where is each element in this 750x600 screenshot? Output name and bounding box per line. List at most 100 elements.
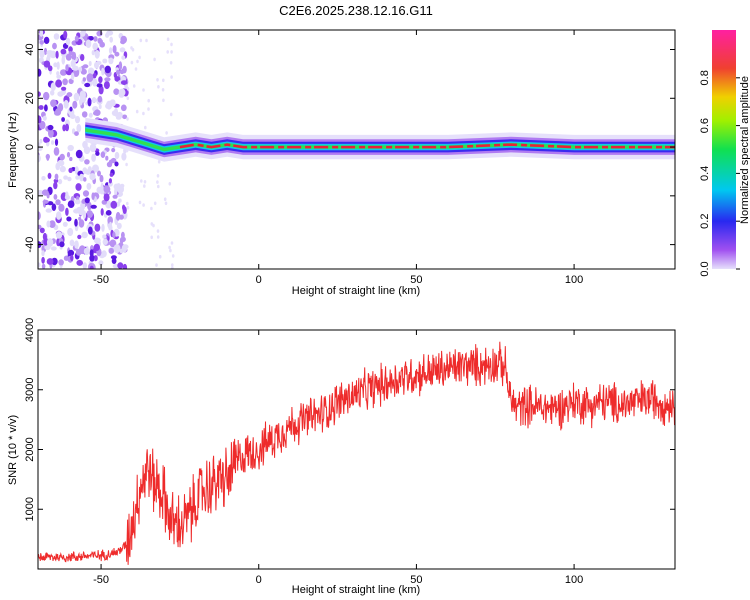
noise-speckle bbox=[96, 30, 103, 37]
noise-speckle bbox=[82, 190, 90, 197]
noise-speckle bbox=[113, 244, 121, 254]
x-tick-label: -50 bbox=[93, 574, 109, 586]
noise-speckle bbox=[171, 263, 174, 267]
noise-speckle bbox=[51, 140, 55, 145]
noise-speckle bbox=[70, 254, 74, 261]
noise-speckle bbox=[69, 114, 76, 119]
noise-speckle bbox=[155, 263, 158, 267]
noise-speckle bbox=[49, 220, 56, 229]
y-tick-label: 1000 bbox=[24, 497, 36, 521]
noise-speckle bbox=[67, 249, 75, 256]
noise-speckle bbox=[120, 39, 126, 45]
figure-title: C2E6.2025.238.12.16.G11 bbox=[279, 3, 433, 18]
noise-speckle bbox=[170, 241, 174, 245]
noise-speckle bbox=[156, 180, 159, 184]
x-tick-label: 0 bbox=[256, 574, 262, 586]
noise-speckle bbox=[138, 200, 142, 205]
snr-x-ticks: -50 0 50 100 bbox=[93, 330, 583, 586]
noise-speckle bbox=[126, 201, 129, 206]
noise-speckle bbox=[157, 159, 161, 164]
x-tick-label: 100 bbox=[565, 274, 583, 286]
noise-speckle bbox=[65, 37, 71, 46]
noise-speckle bbox=[116, 111, 123, 119]
noise-speckle bbox=[77, 234, 82, 240]
noise-speckle bbox=[150, 222, 154, 226]
noise-speckle bbox=[61, 86, 67, 91]
ridge-green bbox=[85, 128, 675, 152]
noise-speckle bbox=[135, 109, 139, 114]
noise-speckle bbox=[47, 65, 53, 72]
noise-speckle bbox=[114, 51, 120, 57]
noise-speckle bbox=[72, 100, 78, 109]
noise-speckle bbox=[65, 207, 69, 216]
noise-speckle bbox=[108, 159, 113, 165]
noise-speckle bbox=[60, 69, 67, 76]
noise-speckle bbox=[158, 254, 162, 259]
noise-speckle bbox=[118, 88, 126, 97]
ridge-core bbox=[179, 143, 675, 149]
noise-speckle bbox=[43, 91, 50, 101]
noise-speckle bbox=[98, 104, 102, 109]
noise-speckle bbox=[43, 237, 49, 246]
noise-speckle bbox=[142, 88, 145, 92]
noise-speckle bbox=[78, 219, 85, 228]
noise-speckle bbox=[125, 162, 128, 167]
noise-speckle bbox=[94, 61, 99, 69]
noise-speckle bbox=[108, 47, 113, 54]
noise-speckle bbox=[108, 221, 113, 230]
noise-speckle bbox=[89, 173, 96, 181]
noise-speckle bbox=[169, 248, 172, 253]
noise-speckle bbox=[50, 246, 57, 251]
noise-speckle bbox=[93, 111, 99, 116]
noise-speckle bbox=[62, 78, 68, 86]
noise-speckle bbox=[166, 50, 169, 54]
noise-speckle bbox=[38, 154, 41, 163]
spectrogram-panel: -50 0 50 100 -40 -20 0 20 40 Height of straight… bbox=[7, 29, 676, 297]
noise-speckle bbox=[143, 180, 147, 184]
noise-speckle bbox=[74, 35, 79, 42]
noise-speckle bbox=[156, 235, 160, 239]
snr-y-ticks: 1000 2000 3000 4000 bbox=[24, 318, 675, 521]
noise-speckle bbox=[38, 262, 41, 268]
colorbar-tick-label: 0.4 bbox=[699, 166, 711, 181]
noise-speckle bbox=[120, 80, 128, 85]
noise-speckle bbox=[76, 124, 82, 133]
noise-speckle bbox=[75, 175, 80, 180]
noise-speckle bbox=[65, 123, 69, 132]
y-tick-label: -20 bbox=[24, 188, 36, 204]
noise-speckle bbox=[98, 76, 103, 84]
noise-speckle bbox=[47, 172, 52, 179]
noise-speckle bbox=[86, 73, 94, 82]
spectrogram-x-label: Height of straight line (km) bbox=[292, 285, 420, 297]
noise-speckle bbox=[94, 49, 100, 59]
y-tick-label: 0 bbox=[24, 144, 36, 150]
noise-speckle bbox=[46, 258, 54, 265]
y-tick-label: 4000 bbox=[24, 318, 36, 342]
noise-speckle bbox=[39, 227, 45, 234]
noise-speckle bbox=[67, 176, 72, 182]
noise-speckle bbox=[104, 65, 112, 74]
noise-speckle bbox=[150, 206, 153, 211]
noise-speckle bbox=[43, 60, 51, 68]
noise-speckle bbox=[108, 57, 114, 65]
noise-speckle bbox=[75, 149, 83, 159]
noise-speckle bbox=[57, 159, 65, 167]
noise-speckle bbox=[38, 211, 41, 221]
colorbar-label: Normalized spectral amplitude bbox=[739, 76, 750, 224]
noise-speckle bbox=[116, 185, 122, 192]
noise-speckle bbox=[107, 216, 113, 225]
noise-speckle bbox=[69, 239, 75, 247]
noise-speckle bbox=[38, 224, 42, 230]
noise-speckle bbox=[117, 262, 124, 269]
noise-speckle bbox=[92, 42, 98, 51]
y-tick-label: 20 bbox=[24, 92, 36, 104]
noise-speckle bbox=[120, 104, 127, 112]
noise-speckle bbox=[157, 85, 160, 89]
noise-speckle bbox=[74, 218, 78, 227]
colorbar-tick-label: 0.8 bbox=[699, 70, 711, 85]
noise-speckle bbox=[63, 175, 68, 180]
noise-speckle bbox=[112, 263, 119, 269]
spectrogram-y-ticks: -40 -20 0 20 40 bbox=[24, 43, 675, 253]
noise-speckle bbox=[55, 199, 61, 206]
